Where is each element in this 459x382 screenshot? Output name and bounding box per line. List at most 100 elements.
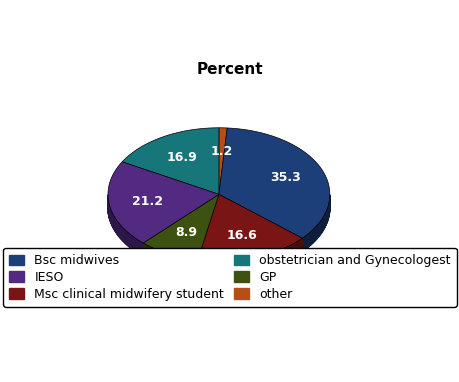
Polygon shape — [209, 261, 210, 274]
Polygon shape — [307, 234, 308, 248]
Polygon shape — [306, 234, 307, 248]
Polygon shape — [258, 256, 259, 270]
Polygon shape — [283, 248, 284, 262]
Polygon shape — [235, 260, 236, 274]
Polygon shape — [210, 261, 211, 274]
Title: Percent: Percent — [196, 63, 263, 78]
Polygon shape — [259, 256, 260, 269]
Polygon shape — [274, 251, 275, 265]
Polygon shape — [268, 254, 269, 267]
Polygon shape — [122, 128, 218, 194]
Polygon shape — [197, 260, 198, 273]
Polygon shape — [236, 260, 237, 273]
Polygon shape — [243, 259, 244, 272]
Text: 1.2: 1.2 — [210, 145, 232, 158]
Polygon shape — [317, 223, 318, 238]
Polygon shape — [225, 261, 226, 274]
Polygon shape — [219, 261, 220, 274]
Polygon shape — [140, 241, 141, 255]
Polygon shape — [245, 259, 246, 272]
Polygon shape — [232, 261, 233, 274]
Polygon shape — [208, 261, 209, 274]
Polygon shape — [276, 251, 277, 264]
Polygon shape — [239, 260, 240, 273]
Polygon shape — [250, 258, 251, 271]
Polygon shape — [142, 243, 143, 256]
Polygon shape — [254, 257, 255, 271]
Polygon shape — [271, 253, 272, 266]
Polygon shape — [249, 258, 250, 272]
Polygon shape — [136, 239, 137, 253]
Polygon shape — [238, 260, 239, 273]
Polygon shape — [262, 255, 263, 269]
Polygon shape — [234, 260, 235, 274]
Polygon shape — [222, 261, 223, 274]
Polygon shape — [199, 260, 200, 273]
Polygon shape — [311, 230, 312, 244]
Polygon shape — [139, 241, 140, 254]
Text: 8.9: 8.9 — [175, 227, 197, 240]
Text: 21.2: 21.2 — [132, 194, 163, 207]
Polygon shape — [213, 261, 214, 274]
Polygon shape — [284, 248, 285, 261]
Polygon shape — [215, 261, 216, 274]
Polygon shape — [269, 253, 270, 267]
Polygon shape — [223, 261, 224, 274]
Polygon shape — [251, 258, 252, 271]
Polygon shape — [134, 238, 135, 251]
Polygon shape — [133, 237, 134, 251]
Polygon shape — [224, 261, 225, 274]
Polygon shape — [303, 236, 304, 251]
Polygon shape — [257, 257, 258, 270]
Polygon shape — [248, 258, 249, 272]
Polygon shape — [131, 235, 132, 249]
Polygon shape — [241, 259, 242, 273]
Polygon shape — [315, 226, 316, 240]
Legend: Bsc midwives, IESO, Msc clinical midwifery student, obstetrician and Gynecologes: Bsc midwives, IESO, Msc clinical midwife… — [3, 248, 456, 307]
Polygon shape — [233, 260, 234, 274]
Polygon shape — [246, 259, 247, 272]
Polygon shape — [242, 259, 243, 273]
Polygon shape — [143, 194, 218, 260]
Polygon shape — [320, 219, 321, 233]
Polygon shape — [304, 236, 305, 250]
Polygon shape — [302, 237, 303, 251]
Polygon shape — [108, 162, 218, 243]
Polygon shape — [266, 254, 267, 268]
Polygon shape — [211, 261, 212, 274]
Polygon shape — [265, 254, 266, 268]
Polygon shape — [207, 261, 208, 274]
Polygon shape — [275, 251, 276, 265]
Polygon shape — [252, 257, 253, 271]
Polygon shape — [137, 240, 138, 253]
Polygon shape — [267, 254, 268, 267]
Polygon shape — [305, 235, 306, 249]
Polygon shape — [197, 194, 302, 261]
Polygon shape — [272, 253, 273, 266]
Polygon shape — [273, 252, 274, 265]
Polygon shape — [237, 260, 238, 273]
Polygon shape — [256, 257, 257, 270]
Polygon shape — [255, 257, 256, 270]
Polygon shape — [280, 249, 281, 263]
Polygon shape — [132, 236, 133, 250]
Polygon shape — [138, 240, 139, 254]
Polygon shape — [263, 255, 264, 269]
Polygon shape — [218, 261, 219, 274]
Polygon shape — [318, 223, 319, 237]
Polygon shape — [316, 225, 317, 239]
Polygon shape — [281, 249, 282, 262]
Polygon shape — [313, 228, 314, 242]
Polygon shape — [261, 256, 262, 269]
Polygon shape — [277, 251, 278, 264]
Polygon shape — [228, 261, 229, 274]
Polygon shape — [203, 260, 204, 274]
Polygon shape — [240, 259, 241, 273]
Polygon shape — [204, 260, 205, 274]
Polygon shape — [309, 232, 310, 246]
Polygon shape — [216, 261, 217, 274]
Polygon shape — [221, 261, 222, 274]
Polygon shape — [217, 261, 218, 274]
Polygon shape — [308, 232, 309, 246]
Polygon shape — [319, 221, 320, 235]
